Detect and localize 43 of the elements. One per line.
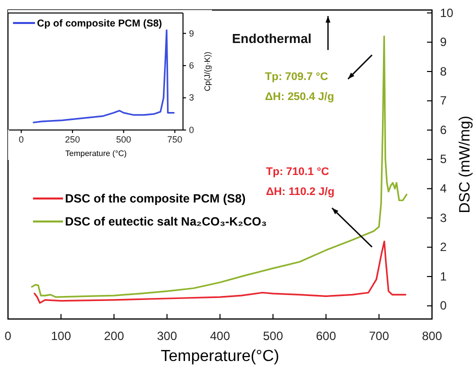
y-axis-title: Cp(J/(g·K)) [202,51,212,92]
y-tick-label: 0 [189,124,194,135]
y-tick-label: 10 [440,6,454,20]
x-tick-label: 400 [210,329,230,344]
x-tick-label: 600 [316,329,336,344]
line-series [34,240,406,304]
legend-label: DSC of eutectic salt Na₂CO₃-K₂CO₃ [65,214,267,229]
y-tick-label: 7 [440,94,447,108]
x-tick-label: 200 [104,329,124,344]
annotation: ΔH: 250.4 J/g [265,91,334,103]
x-tick-label: 800 [422,329,442,344]
x-tick-label: 0 [4,329,12,344]
y-tick-label: 4 [440,182,447,196]
line-series [32,29,175,124]
x-tick-label: 0 [18,134,24,144]
y-tick-label: 6 [189,60,194,70]
y-tick-label: 9 [440,35,447,50]
y-tick-label: 8 [440,64,447,78]
legend-label: Cp of composite PCM (S8) [37,18,162,30]
y-tick-label: 5 [440,152,447,166]
x-tick-label: 300 [156,329,178,344]
y-tick-label: 6 [440,122,447,137]
annotation: ΔH: 110.2 J/g [266,186,334,198]
y-tick-label: 2 [440,240,447,254]
y-tick-label: 3 [189,92,194,103]
y-tick-label: 9 [189,28,194,38]
annotation: Tp: 710.1 °C [266,166,330,178]
annotation: Endothermal [232,31,312,46]
x-axis-title: Temperature(°C) [160,348,280,365]
y-tick-label: 1 [440,269,447,284]
x-axis-title: Temperature (°C) [65,149,128,158]
legend-label: DSC of the composite PCM (S8) [65,192,246,206]
x-tick-label: 500 [262,329,284,344]
y-tick-label: 0 [440,298,447,313]
y-axis-title: DSC (mW/mg) [456,116,474,214]
x-tick-label: 100 [50,329,72,344]
x-tick-label: 500 [116,134,132,144]
x-tick-label: 750 [167,134,182,144]
line-series [31,36,408,298]
x-tick-label: 700 [368,329,390,344]
annotation: Tp: 709.7 °C [265,71,328,83]
x-tick-label: 250 [64,134,80,144]
y-tick-label: 3 [440,210,447,225]
